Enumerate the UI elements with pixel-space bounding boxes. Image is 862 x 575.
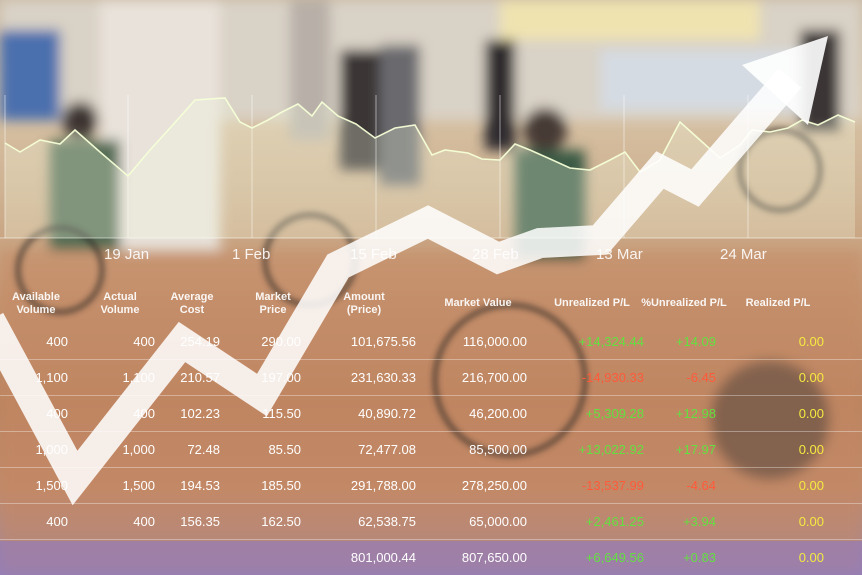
table-cell: 0.00: [798, 514, 824, 529]
total-row: 801,000.44 807,650.00 +6,649.56 +0.83 0.…: [0, 541, 862, 575]
column-header: Average Cost: [170, 291, 214, 316]
column-header: %Unrealized P/L: [641, 297, 727, 309]
table-cell: 0.00: [798, 478, 824, 493]
table-cell: -13,537.99: [581, 478, 644, 493]
table-cell: 0.00: [798, 370, 824, 385]
table-cell: 216,700.00: [461, 370, 527, 385]
table-cell: +14.09: [675, 334, 716, 349]
table-cell: +12.98: [675, 406, 716, 421]
table-cell: 1,100: [35, 370, 68, 385]
table-cell: +2,461.25: [585, 514, 644, 529]
column-header: Available Volume: [12, 291, 60, 316]
total-market-value: 807,650.00: [461, 550, 527, 565]
table-cell: 40,890.72: [358, 406, 416, 421]
table-cell: 0.00: [798, 334, 824, 349]
column-header: Actual Volume: [100, 291, 140, 316]
table-cell: 85.50: [268, 442, 301, 457]
x-tick-label: 1 Feb: [232, 246, 271, 263]
table-cell: 46,200.00: [469, 406, 527, 421]
table-cell: 231,630.33: [350, 370, 416, 385]
x-tick-label: 19 Jan: [104, 246, 150, 263]
table-cell: 72.48: [187, 442, 220, 457]
table-row: 400 400 156.35 162.50 62,538.75 65,000.00 +2,4…: [0, 505, 862, 540]
table-cell: 185.50: [261, 478, 301, 493]
table-cell: -4.64: [686, 478, 716, 493]
x-tick-label: 24 Mar: [720, 246, 767, 263]
column-header: Unrealized P/L: [554, 297, 630, 309]
table-cell: 115.50: [262, 406, 301, 421]
table-cell: 400: [133, 514, 155, 529]
total-pct-unrealized: +0.83: [683, 550, 716, 565]
column-header: Amount (Price): [343, 291, 385, 316]
table-cell: 85,500.00: [469, 442, 527, 457]
table-cell: 0.00: [798, 406, 824, 421]
table-cell: 400: [46, 334, 68, 349]
table-cell: 400: [133, 334, 155, 349]
column-header: Market Value: [444, 297, 512, 309]
table-cell: 65,000.00: [469, 514, 527, 529]
table-cell: +14,324.44: [578, 334, 644, 349]
table-cell: 102.23: [180, 406, 220, 421]
table-row: 1,000 1,000 72.48 85.50 72,477.08 85,500.00 +1…: [0, 433, 862, 468]
table-cell: 72,477.08: [358, 442, 416, 457]
table-cell: 101,675.56: [350, 334, 416, 349]
table-cell: 1,000: [122, 442, 155, 457]
table-row: 1,500 1,500 194.53 185.50 291,788.00 278,250.…: [0, 469, 862, 504]
table-cell: 156.35: [180, 514, 220, 529]
table-cell: +3.94: [683, 514, 716, 529]
column-header: Realized P/L: [745, 297, 811, 309]
total-unrealized: +6,649.56: [585, 550, 644, 565]
table-cell: 194.53: [180, 478, 220, 493]
table-cell: 162.50: [261, 514, 301, 529]
table-cell: 0.00: [798, 442, 824, 457]
table-cell: 62,538.75: [358, 514, 416, 529]
table-cell: 400: [46, 514, 68, 529]
table-cell: 291,788.00: [350, 478, 416, 493]
column-header: Market Price: [255, 291, 291, 316]
total-amount: 801,000.44: [350, 550, 416, 565]
table-cell: +5,309.28: [585, 406, 644, 421]
table-cell: -6.45: [686, 370, 716, 385]
table-cell: +13,022.92: [578, 442, 644, 457]
total-realized: 0.00: [798, 550, 824, 565]
table-cell: 1,500: [35, 478, 68, 493]
table-cell: +17.97: [675, 442, 716, 457]
table-cell: 1,500: [122, 478, 155, 493]
table-cell: -14,930.33: [581, 370, 644, 385]
table-cell: 116,000.00: [462, 334, 527, 349]
table-cell: 278,250.00: [461, 478, 527, 493]
